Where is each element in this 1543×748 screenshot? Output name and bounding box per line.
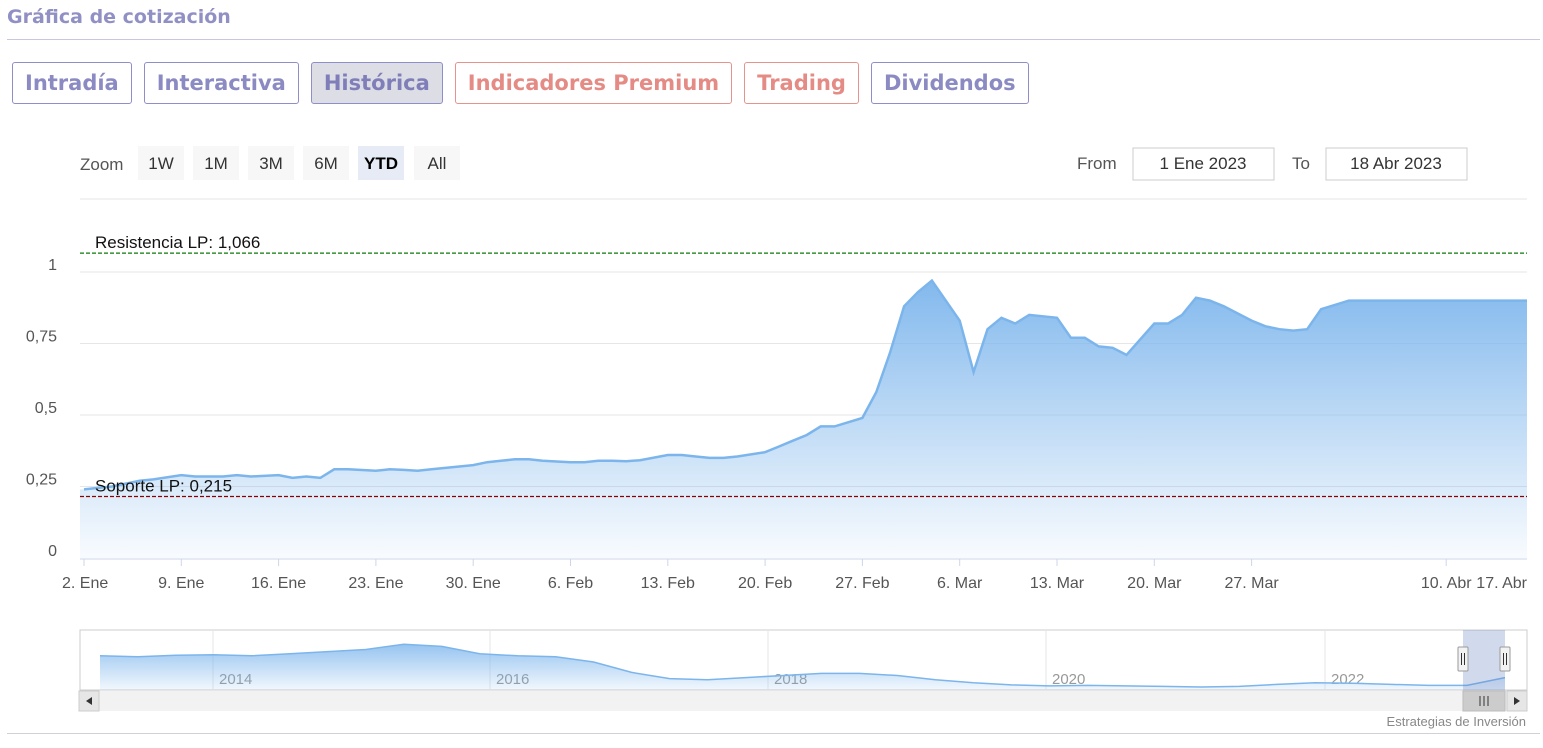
resistance-label: Resistencia LP: 1,066 [95,233,260,252]
tab-intradía[interactable]: Intradía [12,62,132,104]
tab-indicadores-premium[interactable]: Indicadores Premium [454,62,733,104]
plot-lines: Resistencia LP: 1,066 Soporte LP: 0,215 [80,233,1527,498]
y-tick-label: 0,25 [26,472,57,489]
zoom-button-label: 3M [259,154,283,173]
support-label: Soporte LP: 0,215 [95,477,232,496]
zoom-button-label: 6M [314,154,338,173]
tab-interactiva[interactable]: Interactiva [143,62,299,104]
navigator-selection[interactable] [1463,630,1505,690]
to-date-value: 18 Abr 2023 [1350,154,1442,173]
title-divider [7,39,1540,40]
zoom-button-1w[interactable] [138,146,184,180]
credits[interactable]: Estrategias de Inversión [1387,714,1526,729]
arrow-left-icon [86,697,92,705]
x-tick-label: 9. Ene [158,575,204,592]
y-tick-label: 0,5 [35,400,57,417]
tab-trading[interactable]: Trading [744,62,859,104]
zoom-button-3m[interactable] [248,146,294,180]
navigator-year-label: 2020 [1052,671,1085,688]
navigator-handle-right[interactable] [1499,646,1511,672]
from-date-input[interactable] [1132,147,1275,181]
x-tick-label: 17. Abr [1476,575,1527,592]
x-tick-label: 6. Mar [937,575,983,592]
zoom-button-all[interactable] [414,146,460,180]
page-title: Gráfica de cotización [7,6,231,28]
bottom-divider [7,733,1540,734]
x-tick-label: 16. Ene [251,575,306,592]
arrow-right-icon [1514,697,1520,705]
y-tick-label: 1 [48,257,57,274]
navigator-area [100,644,1505,690]
zoom-button-label: 1W [148,154,174,173]
tab-dividendos[interactable]: Dividendos [870,62,1029,104]
x-tick-label: 27. Feb [835,575,889,592]
chart-tabs: Intradía Interactiva Histórica Indicadores … [12,62,1029,104]
x-tick-label: 13. Mar [1030,575,1085,592]
price-line [83,278,1527,491]
navigator[interactable]: 20142016201820202022 [78,629,1528,712]
to-date-input[interactable] [1325,147,1468,181]
x-tick-label: 30. Ene [446,575,501,592]
navigator-line [99,643,1506,688]
x-tick-label: 20. Mar [1127,575,1182,592]
x-tick-label: 20. Feb [738,575,792,592]
y-tick-label: 0 [48,543,57,560]
zoom-button-ytd[interactable] [358,146,404,180]
zoom-button-1m[interactable] [193,146,239,180]
zoom-button-label: YTD [364,154,398,173]
y-axis: 0 0,25 0,5 0,75 1 [26,257,57,560]
zoom-label: Zoom [80,155,123,174]
x-tick-label: 27. Mar [1224,575,1279,592]
tab-histórica[interactable]: Histórica [310,62,443,104]
x-tick-label: 2. Ene [62,575,108,592]
scrollbar-track[interactable] [79,691,1527,711]
x-tick-label: 13. Feb [641,575,695,592]
x-tick-label: 6. Feb [548,575,593,592]
x-tick-label: 23. Ene [348,575,403,592]
zoom-button-label: 1M [204,154,228,173]
y-tick-label: 0,75 [26,329,57,346]
navigator-handle-left[interactable] [1457,646,1469,672]
x-tick-label: 10. Abr [1421,575,1472,592]
from-date-value: 1 Ene 2023 [1160,154,1247,173]
to-label: To [1292,154,1310,173]
zoom-buttons: 1W 1M 3M 6M YTD All [138,146,460,180]
x-axis: 2. Ene 9. Ene 16. Ene 23. Ene 30. Ene 6. Feb 1… [62,558,1528,592]
zoom-button-label: All [428,154,447,173]
from-label: From [1077,154,1117,173]
zoom-button-6m[interactable] [303,146,349,180]
price-area [80,280,1527,558]
